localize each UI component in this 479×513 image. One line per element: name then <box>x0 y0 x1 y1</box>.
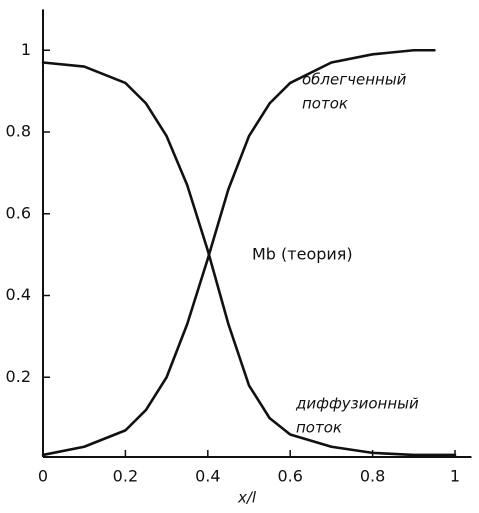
y-tick-label: 1 <box>21 40 31 59</box>
y-tick-label: 0.4 <box>6 285 31 304</box>
annotation: Mb (теория) <box>252 245 353 264</box>
curve <box>41 61 457 457</box>
annotation: диффузионный <box>295 395 419 413</box>
x-tick-label: 0.2 <box>113 467 138 486</box>
annotation: облегченный <box>302 71 407 89</box>
x-tick-label: 0 <box>38 467 48 486</box>
y-tick-label: 0.2 <box>6 367 31 386</box>
annotation: поток <box>296 419 342 437</box>
x-axis-label: x/l <box>237 489 257 507</box>
x-tick-label: 1 <box>450 467 460 486</box>
curve <box>41 48 436 457</box>
x-tick-label: 0.6 <box>277 467 302 486</box>
x-tick-label: 0.8 <box>360 467 385 486</box>
x-tick-label: 0.4 <box>195 467 220 486</box>
y-tick-label: 0.6 <box>6 203 31 222</box>
annotation: поток <box>302 95 348 113</box>
y-tick-label: 0.8 <box>6 122 31 141</box>
